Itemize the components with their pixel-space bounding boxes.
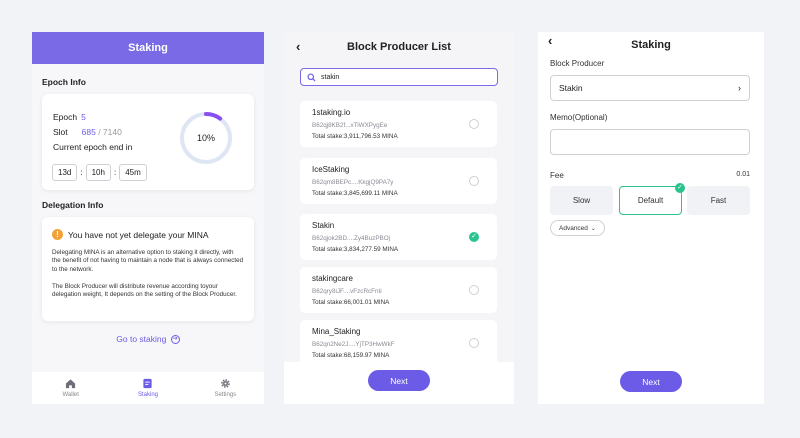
page-title: Block Producer List bbox=[347, 41, 451, 53]
delegation-info-title: Delegation Info bbox=[42, 200, 104, 210]
page-title: Staking bbox=[631, 39, 671, 51]
tab-wallet-label: Wallet bbox=[62, 392, 79, 398]
fee-slow-label: Slow bbox=[572, 196, 591, 205]
tab-staking-label: Staking bbox=[137, 392, 158, 398]
back-arrow-icon[interactable]: ‹ bbox=[296, 39, 301, 54]
radio-button[interactable] bbox=[469, 119, 479, 129]
timer-separator: : bbox=[113, 168, 117, 177]
epoch-info-title: Epoch Info bbox=[42, 77, 86, 87]
hours-box: 10h bbox=[85, 164, 111, 181]
producer-stake: Total stake:3,911,796.53 MINA bbox=[312, 133, 398, 140]
tab-settings[interactable]: Settings bbox=[187, 372, 264, 404]
arrow-right-circle-icon: ➔ bbox=[170, 335, 180, 345]
epoch-card: Epoch 5 Slot 685 / 7140 Current epoch end … bbox=[42, 94, 254, 190]
chevron-down-icon: ⌄ bbox=[590, 225, 596, 232]
fee-fast-button[interactable]: Fast bbox=[687, 186, 750, 215]
producer-name: Stakin bbox=[312, 221, 335, 230]
epoch-progress-ring bbox=[180, 112, 232, 164]
block-producer-value: Stakin bbox=[559, 83, 583, 93]
fee-default-label: Default bbox=[637, 196, 664, 205]
check-icon[interactable]: ✓ bbox=[469, 232, 479, 242]
epoch-end-label: Current epoch end in bbox=[53, 142, 133, 152]
producer-address: B62qn2Ne2J....YjTP3HwWkF bbox=[312, 341, 395, 348]
fee-label: Fee bbox=[550, 171, 564, 180]
list-item[interactable]: Stakin B62qjok2BD....Zy4BuzPBOj Total st… bbox=[300, 214, 497, 260]
radio-button[interactable] bbox=[469, 176, 479, 186]
tab-staking[interactable]: Staking bbox=[109, 372, 186, 404]
producer-name: stakingcare bbox=[312, 274, 353, 283]
search-value: stakin bbox=[321, 73, 340, 81]
home-icon bbox=[66, 379, 76, 389]
staking-form-screen: Staking ‹ Block Producer Stakin › Memo(O… bbox=[538, 32, 764, 404]
delegation-warning: ! You have not yet delegate your MINA bbox=[52, 229, 209, 240]
go-to-staking-link[interactable]: Go to staking ➔ bbox=[32, 334, 264, 345]
timer-separator: : bbox=[80, 168, 83, 177]
fee-slow-button[interactable]: Slow bbox=[550, 186, 613, 215]
tab-wallet[interactable]: Wallet bbox=[32, 372, 109, 404]
staking-overview-screen: Staking Epoch Info Epoch 5 Slot 685 / 7140… bbox=[32, 32, 264, 404]
delegation-paragraph-2: The Block Producer will distribute reven… bbox=[52, 283, 237, 299]
next-button[interactable]: Next bbox=[620, 371, 682, 392]
memo-input[interactable] bbox=[550, 129, 750, 155]
bottom-action-area: Next bbox=[284, 362, 514, 404]
advanced-label: Advanced bbox=[559, 224, 588, 232]
slot-row: Slot 685 / 7140 bbox=[53, 127, 122, 137]
fee-fast-label: Fast bbox=[710, 196, 727, 205]
block-producer-label: Block Producer bbox=[550, 59, 605, 68]
slot-label: Slot bbox=[53, 127, 68, 137]
gear-icon bbox=[221, 379, 230, 388]
epoch-value: 5 bbox=[81, 112, 86, 122]
staking-icon bbox=[143, 378, 153, 389]
producer-name: Mina_Staking bbox=[312, 327, 361, 336]
producer-address: B62qj8KB2f...xTiWXPygEe bbox=[312, 122, 388, 129]
warning-icon: ! bbox=[52, 229, 63, 240]
memo-label: Memo(Optional) bbox=[550, 113, 608, 122]
fee-value: 0.01 bbox=[736, 171, 750, 178]
producer-name: 1staking.io bbox=[312, 108, 351, 117]
bottom-tab-bar: Wallet Staking Settings bbox=[32, 372, 264, 404]
producer-stake: Total stake:68,159.97 MINA bbox=[312, 352, 390, 359]
tab-settings-label: Settings bbox=[214, 392, 237, 398]
producer-stake: Total stake:66,001.01 MINA bbox=[312, 299, 390, 306]
search-input[interactable]: stakin bbox=[300, 68, 498, 86]
chevron-right-icon: › bbox=[738, 83, 741, 93]
progress-fill bbox=[180, 112, 232, 164]
fee-default-button[interactable]: Default ✓ bbox=[619, 183, 685, 215]
next-button[interactable]: Next bbox=[368, 370, 430, 391]
list-item[interactable]: IceStaking B62qm8BEPc....KkgjQ9PA7y Tota… bbox=[300, 158, 497, 204]
block-producer-select[interactable]: Stakin › bbox=[550, 75, 750, 101]
producer-stake: Total stake:3,845,699.11 MINA bbox=[312, 190, 398, 197]
list-item[interactable]: stakingcare B62qry8iJF....vFzcRcFnti Tot… bbox=[300, 267, 497, 313]
form-header: Staking bbox=[538, 34, 764, 56]
producer-address: B62qry8iJF....vFzcRcFnti bbox=[312, 288, 382, 295]
producer-name: IceStaking bbox=[312, 165, 350, 174]
delegation-card: ! You have not yet delegate your MINA De… bbox=[42, 217, 254, 321]
list-header: Block Producer List bbox=[284, 32, 514, 62]
epoch-row: Epoch 5 bbox=[53, 112, 86, 122]
delegation-paragraph-1: Delegating MINA is an alternative option… bbox=[52, 249, 244, 273]
progress-label: 10% bbox=[196, 133, 215, 143]
epoch-countdown: 13d : 10h : 45m bbox=[52, 164, 147, 181]
minutes-box: 45m bbox=[119, 164, 147, 181]
list-item[interactable]: 1staking.io B62qj8KB2f...xTiWXPygEe Tota… bbox=[300, 101, 497, 147]
radio-button[interactable] bbox=[469, 338, 479, 348]
slot-max: / 7140 bbox=[95, 127, 122, 137]
staking-header: Staking bbox=[32, 32, 264, 64]
list-item[interactable]: Mina_Staking B62qn2Ne2J....YjTP3HwWkF To… bbox=[300, 320, 497, 366]
back-arrow-icon[interactable]: ‹ bbox=[548, 33, 553, 48]
producer-address: B62qjok2BD....Zy4BuzPBOj bbox=[312, 235, 391, 242]
radio-button[interactable] bbox=[469, 285, 479, 295]
producer-stake: Total stake:3,834,277.59 MINA bbox=[312, 246, 399, 253]
days-box: 13d bbox=[52, 164, 78, 181]
block-producer-list-screen: Block Producer List ‹ stakin 1staking.io… bbox=[284, 32, 514, 404]
check-icon: ✓ bbox=[675, 183, 685, 193]
epoch-label: Epoch bbox=[53, 112, 78, 122]
producer-address: B62qm8BEPc....KkgjQ9PA7y bbox=[312, 179, 394, 186]
warning-text: You have not yet delegate your MINA bbox=[68, 229, 209, 240]
slot-value: 685 bbox=[81, 127, 96, 137]
search-icon bbox=[307, 72, 316, 82]
advanced-toggle[interactable]: Advanced ⌄ bbox=[550, 220, 605, 236]
page-title: Staking bbox=[128, 42, 168, 54]
go-to-staking-label: Go to staking bbox=[116, 334, 167, 344]
